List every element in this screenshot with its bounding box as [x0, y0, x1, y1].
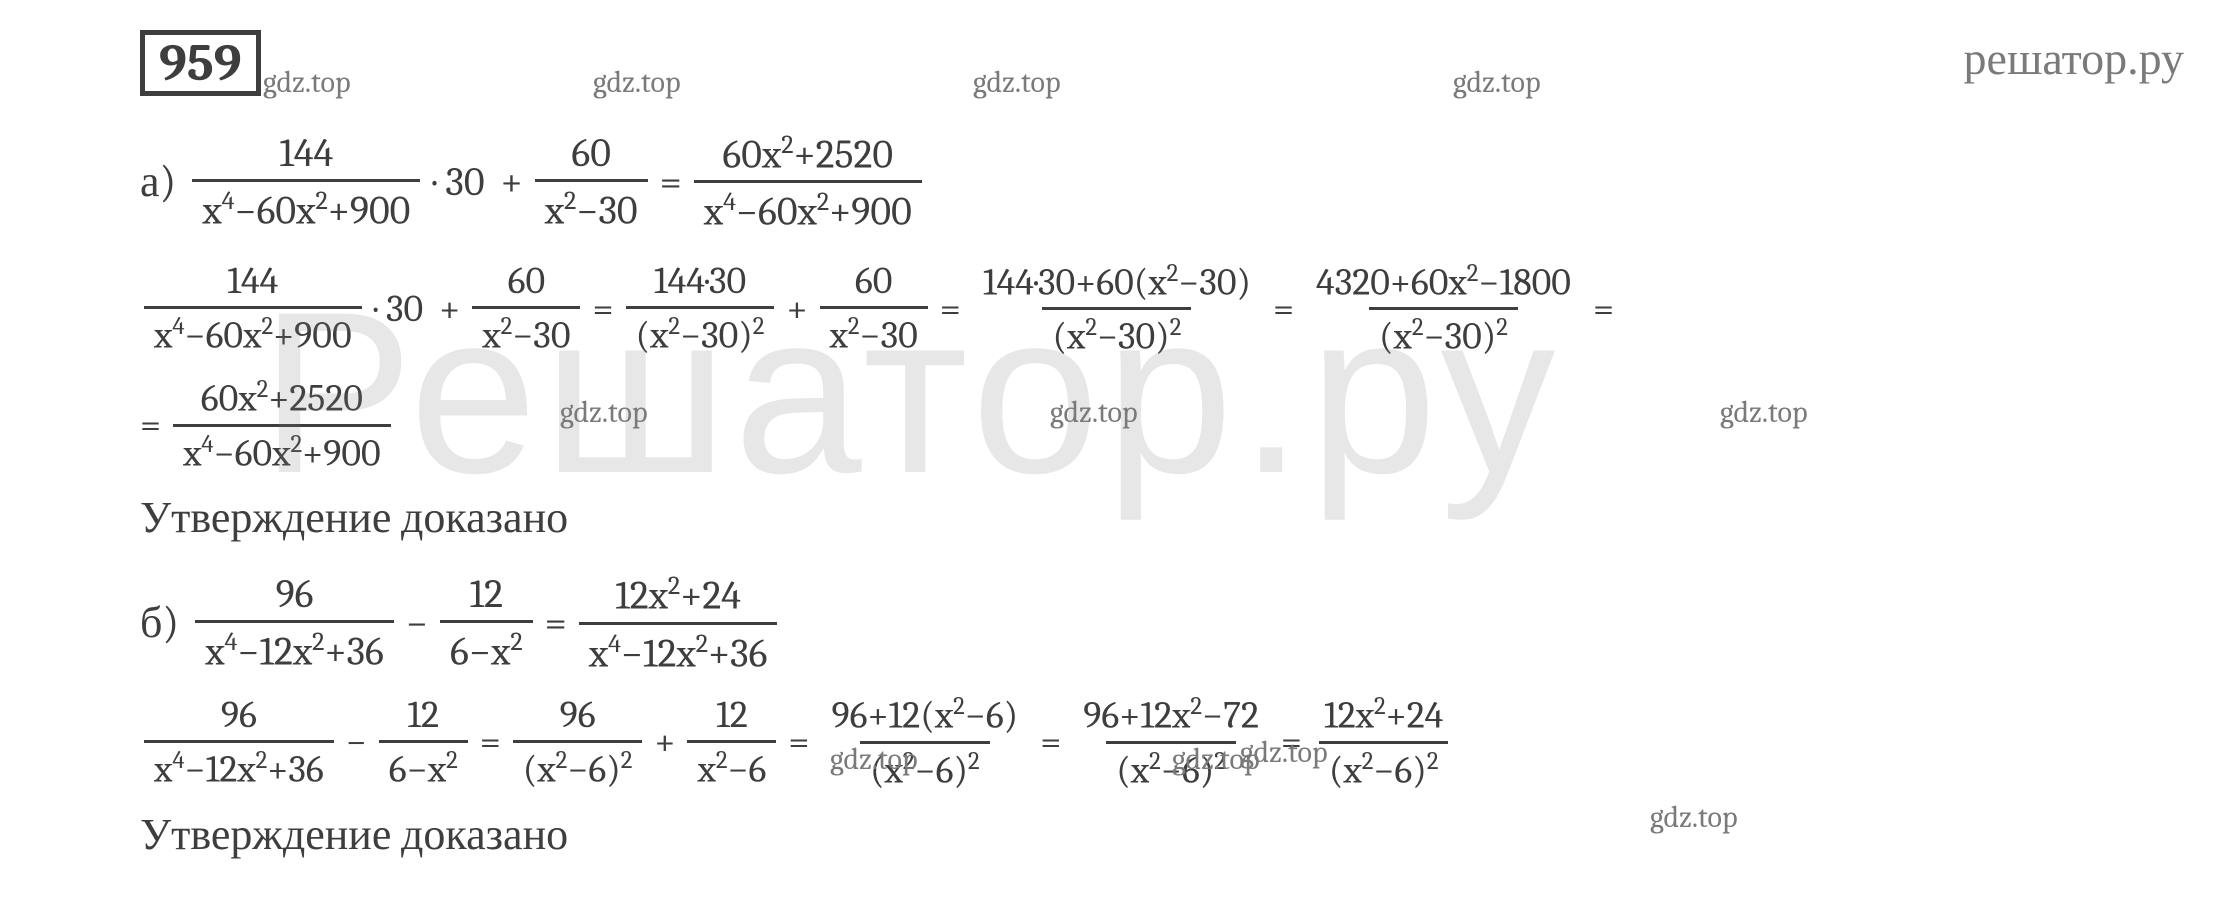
numerator: 12x2+24	[605, 571, 751, 621]
part-a-chain-1: 144 x4−60x2+900 · 30 + 60 x2−30 = 144·30…	[140, 260, 2082, 358]
numerator: 4320+60x2−1800	[1306, 260, 1581, 308]
numerator: 96+12x2−72	[1073, 693, 1269, 741]
denominator: (x2−6)2	[513, 740, 643, 791]
denominator: x4−60x2+900	[144, 306, 362, 357]
frac: 12 6−x2	[379, 694, 468, 791]
numerator: 144·30	[644, 260, 756, 306]
operator: −	[346, 723, 367, 761]
denominator: (x2−30)2	[626, 306, 775, 357]
numerator: 60x2+2520	[191, 376, 373, 424]
denominator: x2−6	[687, 740, 776, 791]
denominator: x2−30	[472, 306, 580, 357]
gdz-watermark: gdz.top	[593, 65, 681, 100]
operator: =	[940, 290, 961, 328]
numerator: 60x2+2520	[712, 130, 903, 180]
gdz-watermark: gdz.top	[263, 65, 351, 100]
gdz-watermark: gdz.top	[1453, 65, 1541, 100]
frac: 12x2+24 x4−12x2+36	[579, 571, 778, 675]
gdz-watermark: gdz.top	[1050, 395, 1138, 430]
frac: 144·30+60(x2−30) (x2−30)2	[973, 260, 1261, 358]
part-a-equation: а) 144 x4−60x2+900 · 30 + 60 x2−30 = 60x…	[140, 130, 2082, 234]
gdz-watermark: gdz.top	[1240, 735, 1328, 770]
numerator: 144·30+60(x2−30)	[973, 260, 1261, 308]
frac: 96 x4−12x2+36	[144, 694, 334, 791]
problem-number-box: 959	[140, 30, 261, 96]
operator: +	[654, 723, 675, 761]
frac: 60x2+2520 x4−60x2+900	[173, 376, 391, 474]
denominator: x4−12x2+36	[144, 740, 334, 791]
operator: =	[140, 406, 161, 444]
denominator: 6−x2	[440, 620, 533, 673]
operator: =	[788, 723, 809, 761]
operator: =	[1593, 290, 1614, 328]
frac: 4320+60x2−1800 (x2−30)2	[1306, 260, 1581, 358]
gdz-watermark: gdz.top	[973, 65, 1061, 100]
operator: =	[1040, 723, 1061, 761]
denominator: x4−12x2+36	[195, 620, 394, 673]
denominator: (x2−30)2	[1369, 307, 1518, 358]
frac: 96 (x2−6)2	[513, 694, 643, 791]
operator: +	[439, 290, 460, 328]
denominator: (x2−30)2	[1042, 307, 1191, 358]
denominator: 6−x2	[379, 740, 468, 791]
denominator: x2−30	[535, 179, 648, 232]
numerator: 96	[211, 694, 267, 740]
denominator: x4−60x2+900	[173, 424, 391, 475]
numerator: 60	[561, 131, 620, 179]
denominator: x4−12x2+36	[579, 622, 778, 675]
operator: =	[592, 290, 613, 328]
operator: · 30	[432, 162, 484, 202]
part-b-equation: б) 96 x4−12x2+36 − 12 6−x2 = 12x2+24 x4−…	[140, 571, 2082, 675]
frac: 60 x2−30	[472, 260, 580, 357]
denominator: x4−60x2+900	[192, 179, 420, 232]
numerator: 96+12(x2−6)	[821, 693, 1028, 741]
numerator: 12x2+24	[1314, 693, 1453, 741]
numerator: 144	[269, 131, 343, 179]
frac: 144 x4−60x2+900	[144, 260, 362, 357]
frac: 60x2+2520 x4−60x2+900	[694, 130, 922, 234]
conclusion-b: Утверждение доказано	[140, 809, 2082, 860]
numerator: 60	[845, 260, 903, 306]
operator: =	[545, 603, 567, 643]
operator: +	[786, 290, 807, 328]
numerator: 12	[397, 694, 449, 740]
frac: 12 x2−6	[687, 694, 776, 791]
operator: −	[406, 603, 428, 643]
denominator: x4−60x2+900	[694, 180, 922, 233]
numerator: 60	[498, 260, 556, 306]
operator: =	[660, 162, 682, 202]
numerator: 12	[706, 694, 758, 740]
frac: 144 x4−60x2+900	[192, 131, 420, 232]
frac: 144·30 (x2−30)2	[626, 260, 775, 357]
site-watermark: решатор.ру	[1964, 32, 2184, 85]
gdz-watermark: gdz.top	[1650, 800, 1738, 835]
operator: =	[480, 723, 501, 761]
gdz-watermark: gdz.top	[1720, 395, 1808, 430]
part-b-chain: 96 x4−12x2+36 − 12 6−x2 = 96 (x2−6)2 + 1…	[140, 693, 2082, 791]
frac: 60 x2−30	[535, 131, 648, 232]
numerator: 96	[266, 572, 324, 620]
operator: =	[1273, 290, 1294, 328]
page: 959 решатор.ру а) 144 x4−60x2+900 · 30 +…	[0, 0, 2222, 911]
numerator: 12	[460, 572, 513, 620]
numerator: 96	[550, 694, 606, 740]
numerator: 144	[217, 260, 288, 306]
gdz-watermark: gdz.top	[830, 742, 918, 777]
frac: 60 x2−30	[820, 260, 928, 357]
label-b: б)	[140, 601, 179, 645]
conclusion-a: Утверждение доказано	[140, 492, 2082, 543]
label-a: а)	[140, 160, 176, 204]
gdz-watermark: gdz.top	[560, 395, 648, 430]
frac: 12x2+24 (x2−6)2	[1314, 693, 1453, 791]
frac: 12 6−x2	[440, 572, 533, 673]
operator: · 30	[374, 290, 424, 328]
operator: +	[501, 162, 523, 202]
denominator: x2−30	[820, 306, 928, 357]
frac: 96 x4−12x2+36	[195, 572, 394, 673]
denominator: (x2−6)2	[1319, 741, 1449, 792]
problem-number: 959	[159, 33, 242, 93]
